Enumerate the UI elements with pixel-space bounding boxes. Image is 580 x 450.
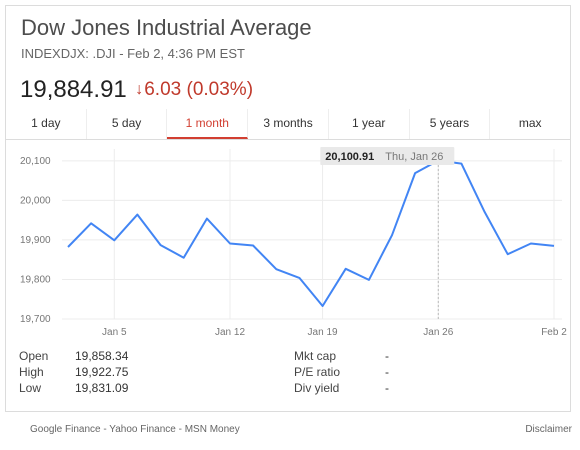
x-tick-label: Feb 2	[541, 327, 567, 338]
y-tick-label: 19,700	[20, 314, 51, 325]
tab-1-year[interactable]: 1 year	[329, 109, 410, 139]
tooltip-box	[320, 147, 455, 165]
stock-card: Dow Jones Industrial Average INDEXDJX: .…	[5, 5, 571, 412]
down-arrow-icon: ↓	[135, 81, 144, 98]
stat-label-mkt-cap: Mkt cap	[294, 349, 337, 363]
tooltip-value: 20,100.91	[325, 151, 374, 163]
y-tick-label: 20,000	[20, 195, 51, 206]
stat-value-open: 19,858.34	[75, 349, 129, 363]
stat-label-open: Open	[19, 349, 49, 363]
price-chart[interactable]: 20,100 20,000 19,900 19,800 19,700 Jan 5 Jan 1…	[6, 139, 570, 341]
stat-label-high: High	[19, 365, 44, 379]
stat-label-pe-ratio: P/E ratio	[294, 365, 341, 379]
x-tick-label: Jan 19	[308, 327, 338, 338]
tab-max[interactable]: max	[518, 116, 542, 130]
stat-label-low: Low	[19, 381, 42, 395]
price-change: 6.03 (0.03%)	[144, 79, 254, 100]
stat-value-mkt-cap: -	[385, 349, 389, 363]
x-tick-label: Jan 5	[102, 327, 127, 338]
stat-label-div-yield: Div yield	[294, 381, 340, 395]
y-tick-label: 19,900	[20, 235, 51, 246]
stat-value-div-yield: -	[385, 381, 389, 395]
price-line	[67, 159, 555, 307]
tab-3-months[interactable]: 3 months	[248, 109, 329, 139]
disclaimer-link[interactable]: Disclaimer	[525, 424, 572, 435]
stat-value-pe-ratio: -	[385, 365, 389, 379]
tab-1-month[interactable]: 1 month	[167, 109, 249, 139]
current-price: 19,884.91	[20, 76, 127, 103]
tab-5-day[interactable]: 5 day	[87, 109, 168, 139]
footer-sources[interactable]: Google Finance - Yahoo Finance - MSN Mon…	[30, 424, 240, 435]
y-tick-label: 20,100	[20, 156, 51, 167]
price-row: 19,884.91 ↓6.03 (0.03%)	[20, 76, 253, 104]
tab-5-years[interactable]: 5 years	[410, 109, 491, 139]
x-tick-label: Jan 12	[215, 327, 245, 338]
stat-value-low: 19,831.09	[75, 381, 129, 395]
x-tick-label: Jan 26	[423, 327, 453, 338]
range-tabs: 1 day 5 day 1 month 3 months 1 year 5 ye…	[6, 109, 570, 140]
tab-1-day[interactable]: 1 day	[6, 109, 87, 139]
index-subtitle: INDEXDJX: .DJI - Feb 2, 4:36 PM EST	[21, 46, 245, 61]
tooltip-date: Thu, Jan 26	[385, 151, 443, 163]
stat-value-high: 19,922.75	[75, 365, 129, 379]
index-title: Dow Jones Industrial Average	[21, 15, 312, 40]
y-tick-label: 19,800	[20, 274, 51, 285]
